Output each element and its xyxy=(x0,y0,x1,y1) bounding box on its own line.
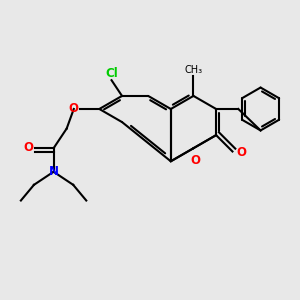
Text: N: N xyxy=(49,165,58,178)
Text: CH₃: CH₃ xyxy=(184,65,202,75)
Text: O: O xyxy=(23,141,33,154)
Text: O: O xyxy=(68,103,78,116)
Text: O: O xyxy=(190,154,200,166)
Text: Cl: Cl xyxy=(105,67,118,80)
Text: O: O xyxy=(236,146,246,160)
